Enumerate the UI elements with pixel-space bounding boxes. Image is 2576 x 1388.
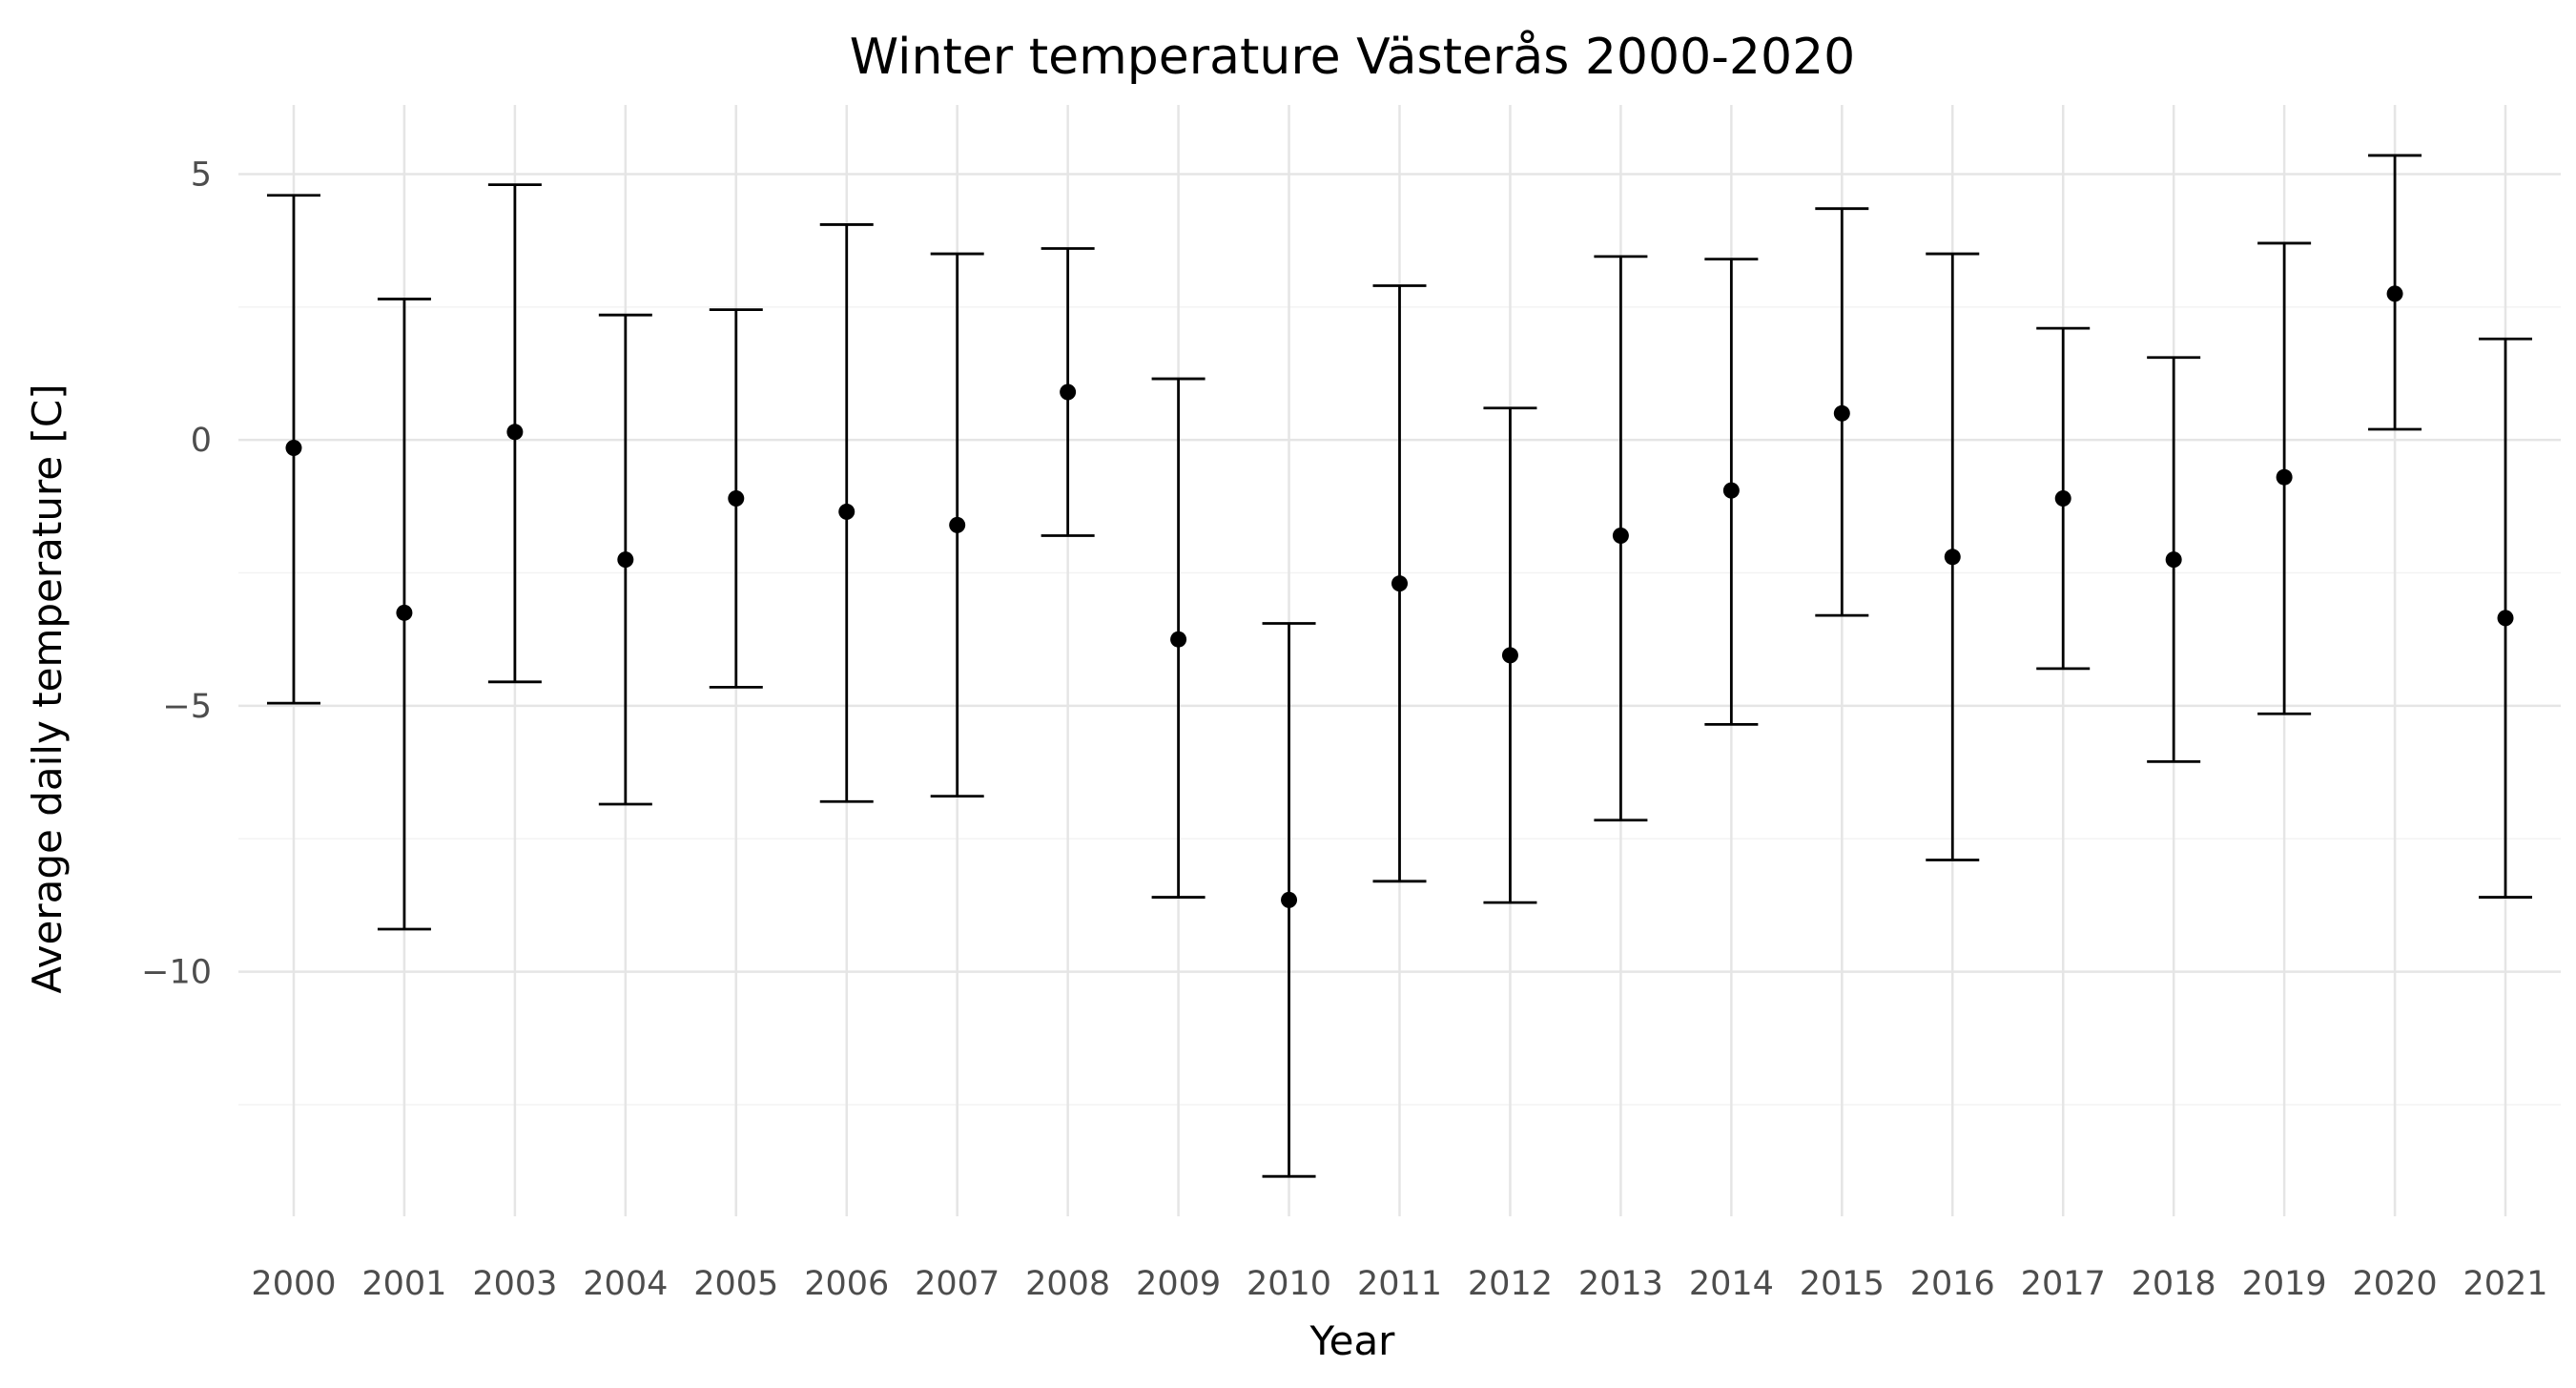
error-bar-2013 [1594,255,1648,822]
x-tick-label: 2006 [804,1265,889,1303]
x-tick-label: 2018 [2132,1265,2216,1303]
x-tick-label: 2020 [2353,1265,2438,1303]
x-tick-label: 2007 [915,1265,999,1303]
mean-point [1391,575,1408,592]
error-bar-2014 [1704,258,1759,726]
chart-title: Winter temperature Västerås 2000-2020 [850,29,1856,86]
mean-point [728,489,745,507]
mean-point [2054,489,2071,507]
x-axis-label: Year [1309,1317,1396,1364]
mean-point [2497,610,2514,627]
error-bar-2004 [598,313,652,806]
x-tick-label: 2011 [1357,1265,1442,1303]
mean-point [1170,631,1187,648]
error-bar-2021 [2479,337,2533,899]
x-tick-label: 2000 [251,1265,336,1303]
error-bar-2020 [2368,154,2422,431]
x-tick-label: 2012 [1468,1265,1553,1303]
error-bar-2019 [2257,241,2312,715]
mean-point [506,424,524,441]
error-bar-2017 [2036,326,2091,671]
x-tick-label: 2019 [2242,1265,2327,1303]
error-bar-2005 [709,308,763,689]
mean-point [396,604,413,621]
x-tick-label: 2001 [361,1265,446,1303]
x-tick-label: 2015 [1800,1265,1885,1303]
x-tick-label: 2016 [1910,1265,1995,1303]
mean-point [1833,404,1850,422]
y-tick-label: 0 [191,422,212,460]
mean-point [1281,891,1298,908]
mean-point [2386,285,2403,302]
error-bar-2010 [1262,622,1316,1178]
error-bar-2011 [1372,284,1427,883]
x-tick-label: 2003 [472,1265,557,1303]
x-tick-label: 2013 [1578,1265,1663,1303]
error-bar-2001 [377,298,431,931]
x-tick-label: 2014 [1689,1265,1774,1303]
error-bar-2016 [1926,252,1980,861]
mean-point [1612,528,1629,545]
error-bars [266,154,2533,1178]
x-tick-label: 2017 [2021,1265,2106,1303]
y-tick-label: −10 [141,954,212,992]
mean-point [617,551,634,569]
x-tick-label: 2021 [2463,1265,2547,1303]
mean-point [949,516,966,533]
x-tick-label: 2004 [583,1265,668,1303]
error-bar-2000 [266,194,320,705]
error-bar-2015 [1815,207,1869,617]
mean-point [2276,468,2293,486]
error-bar-2008 [1041,247,1095,537]
x-tick-label: 2010 [1247,1265,1331,1303]
y-tick-labels: 5 0 −5 −10 [141,155,212,991]
x-tick-labels: 2000 2001 2003 2004 2005 2006 2007 2008 2009 2010… [251,1265,2547,1303]
mean-point [838,503,855,520]
y-axis-label: Average daily temperature [C] [24,383,71,993]
error-bar-2012 [1483,406,1537,904]
error-bar-2007 [930,252,984,798]
y-tick-label: 5 [191,155,212,194]
mean-point [1944,549,1961,566]
error-bar-2006 [819,223,874,803]
mean-point [1501,647,1518,664]
error-bar-2009 [1151,377,1206,899]
x-tick-label: 2005 [693,1265,778,1303]
mean-point [285,440,302,457]
mean-point [1060,383,1077,401]
y-tick-label: −5 [162,688,212,726]
mean-point [1722,482,1740,499]
x-tick-label: 2009 [1136,1265,1221,1303]
mean-point [2165,551,2182,569]
error-bar-2003 [487,183,542,684]
x-tick-label: 2008 [1025,1265,1110,1303]
error-bar-2018 [2147,356,2201,763]
